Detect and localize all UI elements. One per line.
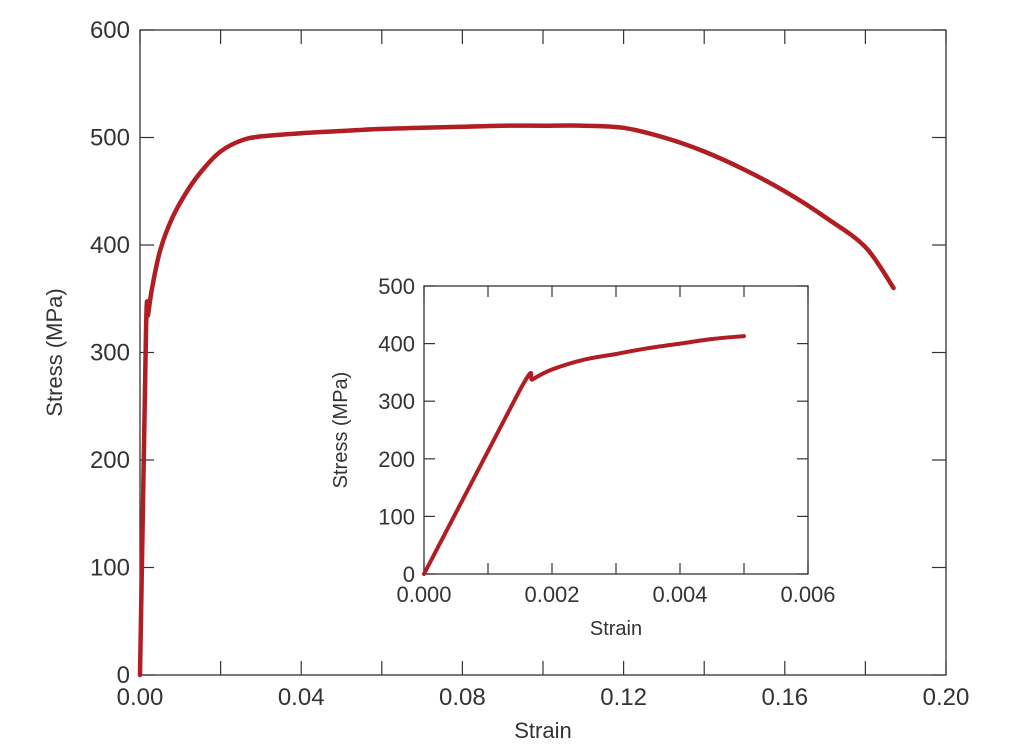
- main-x-tick-label: 0.04: [278, 684, 325, 711]
- main-y-tick-label: 600: [90, 17, 130, 44]
- inset-x-axis-title: Strain: [590, 618, 642, 640]
- inset-plot-group: 0.000 0.002 0.004 0.006 0 100 200 300 400 500 Stra…: [330, 274, 836, 640]
- main-series-line: [137, 123, 896, 678]
- main-y-tick-label: 200: [90, 447, 130, 474]
- inset-x-tick-label: 0.000: [396, 582, 451, 607]
- main-x-tick-label: 0.00: [117, 684, 164, 711]
- main-y-tick-label: 0: [117, 662, 130, 689]
- main-x-tick-label: 0.08: [439, 684, 486, 711]
- inset-y-tick-label: 0: [403, 562, 415, 587]
- inset-y-tick-label: 200: [378, 447, 415, 472]
- inset-x-tick-label: 0.004: [652, 582, 707, 607]
- inset-y-tick-label: 100: [378, 504, 415, 529]
- main-x-tick-label: 0.16: [761, 684, 808, 711]
- inset-series-line: [422, 334, 746, 576]
- main-x-tick-label: 0.12: [600, 684, 647, 711]
- main-y-axis-title: Stress (MPa): [42, 288, 67, 416]
- inset-y-axis-title: Stress (MPa): [330, 372, 352, 489]
- main-y-tick-label: 100: [90, 555, 130, 582]
- inset-x-tick-label: 0.002: [524, 582, 579, 607]
- inset-y-tick-label: 500: [378, 274, 415, 299]
- main-plot-group: 0.00 0.04 0.08 0.12 0.16 0.20 0 100 200 300 400 500…: [42, 17, 969, 743]
- inset-x-tick-label: 0.006: [780, 582, 835, 607]
- inset-background: [424, 286, 808, 574]
- main-y-tick-label: 400: [90, 232, 130, 259]
- inset-y-tick-label: 300: [378, 389, 415, 414]
- main-x-tick-label: 0.20: [923, 684, 970, 711]
- main-y-tick-label: 500: [90, 125, 130, 152]
- inset-y-tick-label: 400: [378, 332, 415, 357]
- main-x-axis-title: Strain: [514, 718, 571, 743]
- main-y-tick-label: 300: [90, 340, 130, 367]
